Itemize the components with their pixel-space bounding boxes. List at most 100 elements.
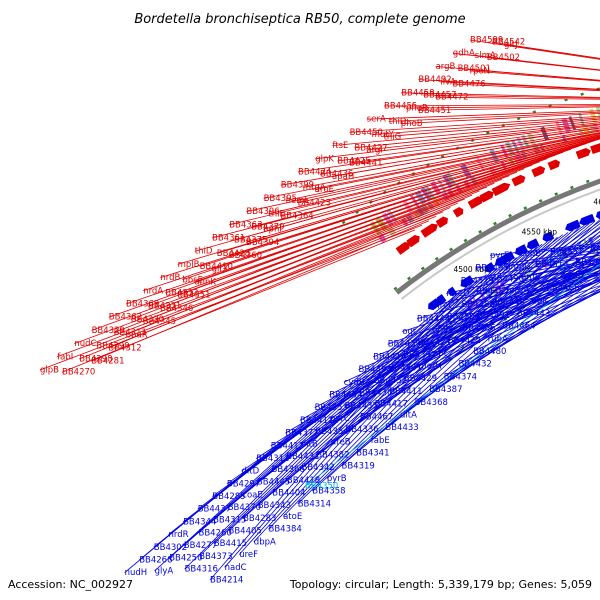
- reverse-gene-label-leader: [447, 280, 600, 341]
- reverse-gene-label: BB4373: [199, 552, 232, 562]
- forward-gene-label-leader: [423, 94, 600, 99]
- forward-gene-label: BB4472: [435, 93, 468, 103]
- reverse-gene-label-leader: [299, 251, 600, 421]
- forward-gene-label: BB4330: [131, 315, 164, 325]
- forward-gene: [575, 147, 591, 160]
- reverse-gene-label: pyrC: [330, 414, 350, 424]
- reverse-gene-label-leader: [516, 285, 600, 314]
- reverse-gene-label: ubiB: [432, 325, 451, 335]
- reverse-gene-label: pyrB: [327, 474, 347, 484]
- reverse-gene: [565, 219, 581, 232]
- reverse-gene-label-leader: [370, 261, 600, 441]
- forward-gene-label: thiD: [389, 117, 407, 127]
- reverse-gene-label-leader: [355, 252, 600, 454]
- reverse-gene-label: BB4551: [550, 247, 583, 257]
- forward-gene: [511, 174, 526, 187]
- reverse-gene-label-leader: [312, 219, 600, 492]
- forward-gene-label: BB4424: [298, 168, 331, 178]
- reverse-gene-label: BB4494: [359, 365, 392, 375]
- forward-gene-label-leader: [457, 68, 600, 81]
- scale-label: 4500 kbp: [454, 265, 490, 274]
- reverse-gene-label: BB4421: [418, 338, 451, 348]
- forward-gene-label-leader: [401, 92, 600, 98]
- forward-gene-label-leader: [417, 106, 600, 111]
- reverse-gene-label: copB: [520, 249, 541, 259]
- reverse-gene: [542, 231, 555, 242]
- reverse-gene-label-leader: [268, 246, 538, 530]
- reverse-gene-label: fabE: [371, 436, 390, 446]
- reverse-gene-label: BB4490: [491, 275, 524, 285]
- reverse-gene-label: BB4250: [169, 554, 202, 564]
- forward-gene-label: glpB: [40, 366, 59, 376]
- genome-info-text: Topology: circular; Length: 5,339,179 bp…: [289, 578, 592, 591]
- reverse-gene-label-leader: [124, 289, 463, 574]
- reverse-gene-label-leader: [373, 269, 600, 381]
- forward-gene-label: BB4332: [165, 289, 198, 299]
- reverse-gene-label: rubA: [488, 334, 508, 344]
- annotation-bar: [511, 139, 520, 154]
- forward-gene-label: BB4427: [354, 143, 387, 153]
- reverse-gene-label-leader: [209, 292, 458, 581]
- forward-gene-label-leader: [211, 136, 600, 239]
- reverse-gene-label: ditA: [400, 411, 417, 421]
- reverse-gene-label: BB4368: [415, 398, 448, 408]
- reverse-gene-label: BB4366: [272, 465, 305, 475]
- reverse-gene-label: BB4437: [198, 505, 231, 515]
- forward-gene-label: BB4394: [246, 238, 279, 248]
- reverse-gene-label-leader: [257, 229, 574, 506]
- forward-gene-label-leader: [194, 151, 564, 283]
- reverse-gene-label: BB4302: [154, 543, 187, 553]
- forward-gene: [406, 235, 420, 248]
- label-leader-lines: [39, 39, 600, 581]
- forward-gene-label: BB4331: [148, 302, 181, 312]
- forward-gene: [435, 216, 448, 228]
- forward-gene-label: BB4425: [337, 157, 370, 167]
- scale-label: 4600 kbp: [593, 198, 600, 207]
- annotation-bar: [479, 292, 488, 303]
- forward-gene-label: mutY: [372, 130, 395, 140]
- reverse-gene-label-leader: [154, 286, 468, 572]
- forward-gene-label: BB4410: [200, 262, 233, 272]
- reverse-gene-label-leader: [242, 223, 590, 496]
- reverse-gene-label-leader: [418, 279, 600, 367]
- forward-gene-label: BB4363: [229, 220, 262, 230]
- reverse-gene-label-leader: [212, 241, 548, 521]
- forward-gene-label-leader: [383, 104, 600, 107]
- forward-gene-label-leader: [435, 96, 600, 100]
- forward-gene-label: BB4312: [108, 344, 141, 354]
- forward-gene-label: aroE: [315, 185, 334, 195]
- reverse-gene-label: BB4488: [462, 300, 495, 310]
- reverse-gene-label: BB4448: [492, 298, 525, 308]
- forward-gene-label-leader: [366, 110, 600, 120]
- reverse-gene-label: BB4495: [475, 264, 508, 274]
- forward-gene-label: BB4455: [384, 102, 417, 112]
- forward-gene-label: BB4451: [418, 106, 451, 116]
- forward-gene-label-leader: [61, 229, 416, 373]
- reverse-gene-label: BB4487: [476, 287, 509, 297]
- forward-gene-label: argI: [366, 146, 382, 156]
- reverse-gene: [485, 262, 496, 273]
- forward-gene-label: phoR: [406, 104, 428, 114]
- forward-gene-label-leader: [280, 130, 600, 186]
- forward-gene-label: BB4501: [458, 64, 491, 74]
- reverse-gene-label: BB4297: [227, 479, 260, 489]
- forward-gene-label: BB4281: [91, 357, 124, 367]
- reverse-gene-label-leader: [372, 266, 600, 358]
- forward-gene-label-leader: [486, 57, 600, 71]
- annotation-bar: [484, 289, 493, 300]
- forward-gene: [547, 159, 561, 171]
- forward-gene-label-leader: [177, 161, 540, 296]
- map-title: Bordetella bronchiseptica RB50, complete…: [134, 12, 465, 27]
- reverse-gene-label: BB4432: [459, 360, 492, 370]
- forward-gene-label: BB4428: [217, 249, 250, 259]
- highlight-gene-leader: [304, 263, 600, 487]
- forward-gene-label: BB4298: [79, 355, 112, 365]
- forward-gene-label-leader: [371, 117, 600, 135]
- forward-gene-label: BB4360: [229, 251, 262, 261]
- forward-gene-label: BB4436: [320, 170, 353, 180]
- forward-gene-label-leader: [113, 190, 480, 333]
- forward-gene-label: BB4346: [160, 304, 193, 314]
- reverse-gene-label: BB4387: [429, 385, 462, 395]
- reverse-gene-label-leader: [458, 291, 600, 365]
